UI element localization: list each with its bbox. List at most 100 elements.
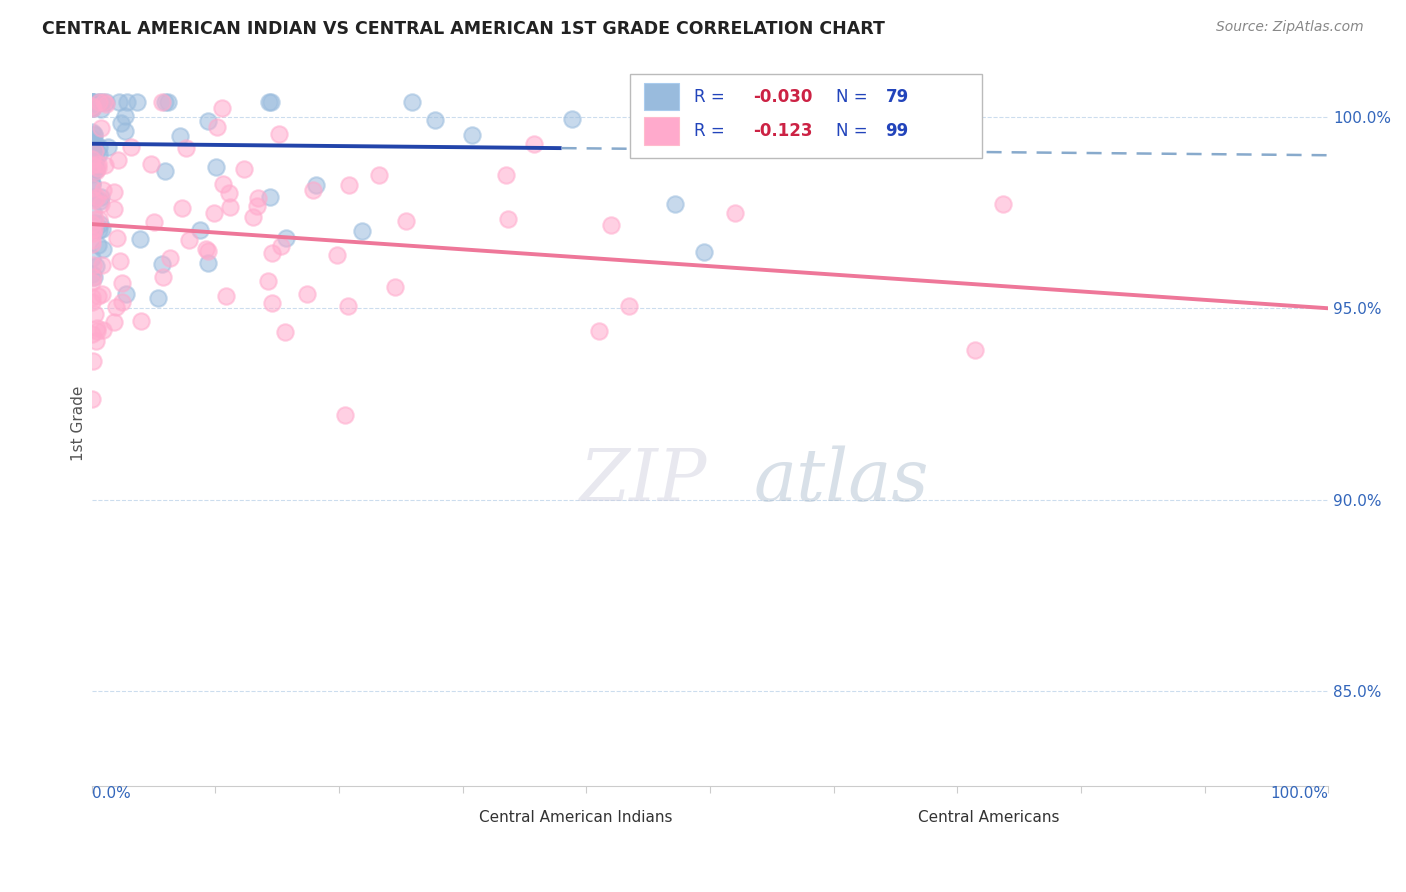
- Point: [111, 277, 134, 291]
- Point: [146, 291, 169, 305]
- Point: [195, 243, 218, 257]
- Point: [83, 190, 105, 204]
- Point: [561, 112, 583, 126]
- Point: [84, 216, 107, 230]
- Text: 99: 99: [886, 122, 908, 140]
- Point: [326, 247, 349, 261]
- Point: [129, 232, 152, 246]
- Point: [80, 176, 103, 190]
- Point: [352, 224, 374, 238]
- Point: [86, 189, 108, 203]
- Point: [105, 230, 128, 244]
- Point: [461, 128, 484, 142]
- Point: [129, 314, 152, 328]
- Point: [80, 125, 103, 139]
- Point: [90, 196, 112, 211]
- Point: [86, 324, 108, 338]
- Point: [82, 218, 104, 232]
- Point: [82, 252, 104, 266]
- Point: [89, 95, 111, 109]
- Point: [197, 244, 219, 259]
- Point: [637, 131, 659, 145]
- Point: [114, 123, 136, 137]
- Text: -0.123: -0.123: [754, 122, 813, 140]
- Point: [120, 139, 142, 153]
- Point: [80, 236, 103, 251]
- Point: [82, 258, 104, 272]
- Point: [82, 136, 104, 151]
- Point: [80, 158, 103, 172]
- Point: [86, 289, 108, 303]
- Bar: [630, 74, 981, 158]
- Point: [259, 190, 281, 204]
- Point: [86, 320, 108, 334]
- Point: [84, 157, 107, 171]
- Point: [87, 211, 110, 226]
- Point: [169, 128, 191, 143]
- Point: [114, 109, 136, 123]
- Text: Central American Indians: Central American Indians: [479, 810, 672, 825]
- Point: [83, 162, 105, 177]
- Text: N =: N =: [837, 122, 873, 140]
- Point: [90, 189, 112, 203]
- Text: 100.0%: 100.0%: [1270, 787, 1329, 801]
- Point: [84, 307, 107, 321]
- Text: R =: R =: [695, 122, 730, 140]
- Point: [115, 95, 138, 109]
- Point: [302, 183, 325, 197]
- Point: [150, 257, 173, 271]
- Point: [80, 95, 103, 109]
- Point: [152, 269, 174, 284]
- Point: [401, 95, 423, 109]
- Point: [384, 279, 406, 293]
- Point: [83, 193, 105, 207]
- Point: [523, 137, 546, 152]
- Point: [80, 130, 103, 145]
- Point: [304, 178, 326, 192]
- Point: [86, 161, 108, 176]
- Point: [80, 222, 103, 236]
- Point: [991, 196, 1014, 211]
- Point: [197, 114, 219, 128]
- Point: [174, 141, 197, 155]
- Point: [80, 101, 103, 115]
- Point: [246, 190, 269, 204]
- Point: [495, 168, 517, 182]
- Point: [115, 287, 138, 301]
- Point: [103, 202, 125, 217]
- Point: [259, 95, 281, 109]
- Point: [84, 260, 107, 274]
- Point: [395, 214, 418, 228]
- Point: [150, 95, 173, 109]
- Bar: [883, 806, 910, 828]
- Point: [89, 194, 111, 208]
- Point: [262, 295, 284, 310]
- Point: [80, 152, 103, 166]
- Point: [211, 101, 233, 115]
- Point: [82, 327, 104, 342]
- Point: [80, 275, 103, 289]
- Point: [110, 116, 132, 130]
- Point: [333, 409, 356, 423]
- Text: R =: R =: [695, 87, 730, 105]
- Point: [270, 239, 292, 253]
- Point: [246, 199, 269, 213]
- Point: [87, 95, 110, 109]
- Bar: [644, 117, 679, 145]
- Point: [202, 205, 225, 219]
- Point: [276, 231, 298, 245]
- Point: [82, 205, 104, 219]
- Point: [96, 140, 118, 154]
- Point: [93, 95, 115, 109]
- Point: [80, 290, 103, 304]
- Point: [157, 95, 180, 109]
- Point: [83, 144, 105, 158]
- Point: [84, 222, 107, 236]
- Point: [153, 164, 176, 178]
- Point: [86, 95, 108, 109]
- Point: [260, 245, 283, 260]
- Point: [172, 201, 194, 215]
- Point: [107, 153, 129, 167]
- Point: [87, 147, 110, 161]
- Point: [188, 222, 211, 236]
